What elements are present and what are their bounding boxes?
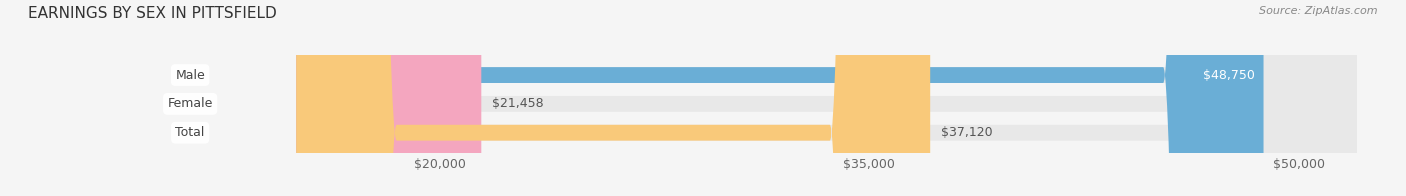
Text: $48,750: $48,750 bbox=[1204, 69, 1256, 82]
Text: Male: Male bbox=[176, 69, 205, 82]
Text: $21,458: $21,458 bbox=[492, 97, 544, 110]
Text: Female: Female bbox=[167, 97, 212, 110]
FancyBboxPatch shape bbox=[297, 0, 1357, 196]
FancyBboxPatch shape bbox=[297, 0, 1357, 196]
Text: Total: Total bbox=[176, 126, 205, 139]
Text: Source: ZipAtlas.com: Source: ZipAtlas.com bbox=[1260, 6, 1378, 16]
Text: $37,120: $37,120 bbox=[941, 126, 993, 139]
FancyBboxPatch shape bbox=[297, 0, 931, 196]
FancyBboxPatch shape bbox=[297, 0, 1357, 196]
FancyBboxPatch shape bbox=[297, 0, 481, 196]
Text: EARNINGS BY SEX IN PITTSFIELD: EARNINGS BY SEX IN PITTSFIELD bbox=[28, 6, 277, 21]
FancyBboxPatch shape bbox=[297, 0, 1264, 196]
